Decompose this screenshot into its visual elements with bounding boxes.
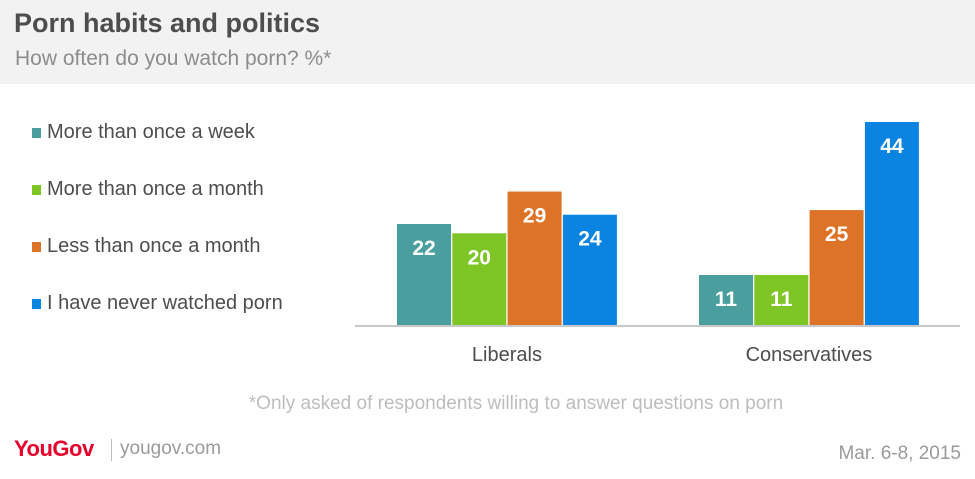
bar: [562, 214, 617, 326]
footnote: *Only asked of respondents willing to an…: [248, 393, 784, 414]
bar: [754, 275, 809, 326]
chart-title: Porn habits and politics: [14, 8, 321, 38]
legend-swatch: [32, 128, 41, 138]
bar: [864, 122, 919, 326]
bar: [452, 233, 507, 326]
bar-value-label: 11: [715, 288, 738, 311]
legend-swatch: [32, 242, 41, 252]
legend-swatch: [32, 185, 41, 195]
header-band: Porn habits and politics How often do yo…: [0, 0, 975, 84]
legend-label: I have never watched porn: [47, 292, 283, 314]
bar: [507, 191, 562, 326]
site-link[interactable]: yougov.com: [120, 438, 222, 459]
bar-value-label: 20: [468, 246, 491, 269]
category-label: Conservatives: [746, 344, 873, 366]
bar-value-label: 25: [825, 223, 849, 246]
bar-value-label: 24: [578, 228, 602, 251]
legend-label: Less than once a month: [47, 235, 261, 257]
bar-value-label: 22: [412, 237, 435, 260]
bar: [699, 275, 753, 326]
chart-subtitle: How often do you watch porn? %*: [15, 47, 332, 70]
bar-value-label: 44: [880, 135, 904, 158]
yougov-logo: YouGov: [14, 436, 94, 461]
bar-value-label: 29: [523, 205, 546, 228]
legend-swatch: [32, 299, 41, 309]
survey-date: Mar. 6-8, 2015: [838, 443, 961, 464]
footer-divider: [111, 439, 112, 461]
bar-value-label: 11: [770, 288, 793, 311]
legend-label: More than once a month: [47, 178, 264, 200]
legend-label: More than once a week: [47, 121, 255, 143]
bar: [809, 210, 864, 326]
bar: [397, 224, 451, 326]
category-label: Liberals: [472, 344, 542, 366]
